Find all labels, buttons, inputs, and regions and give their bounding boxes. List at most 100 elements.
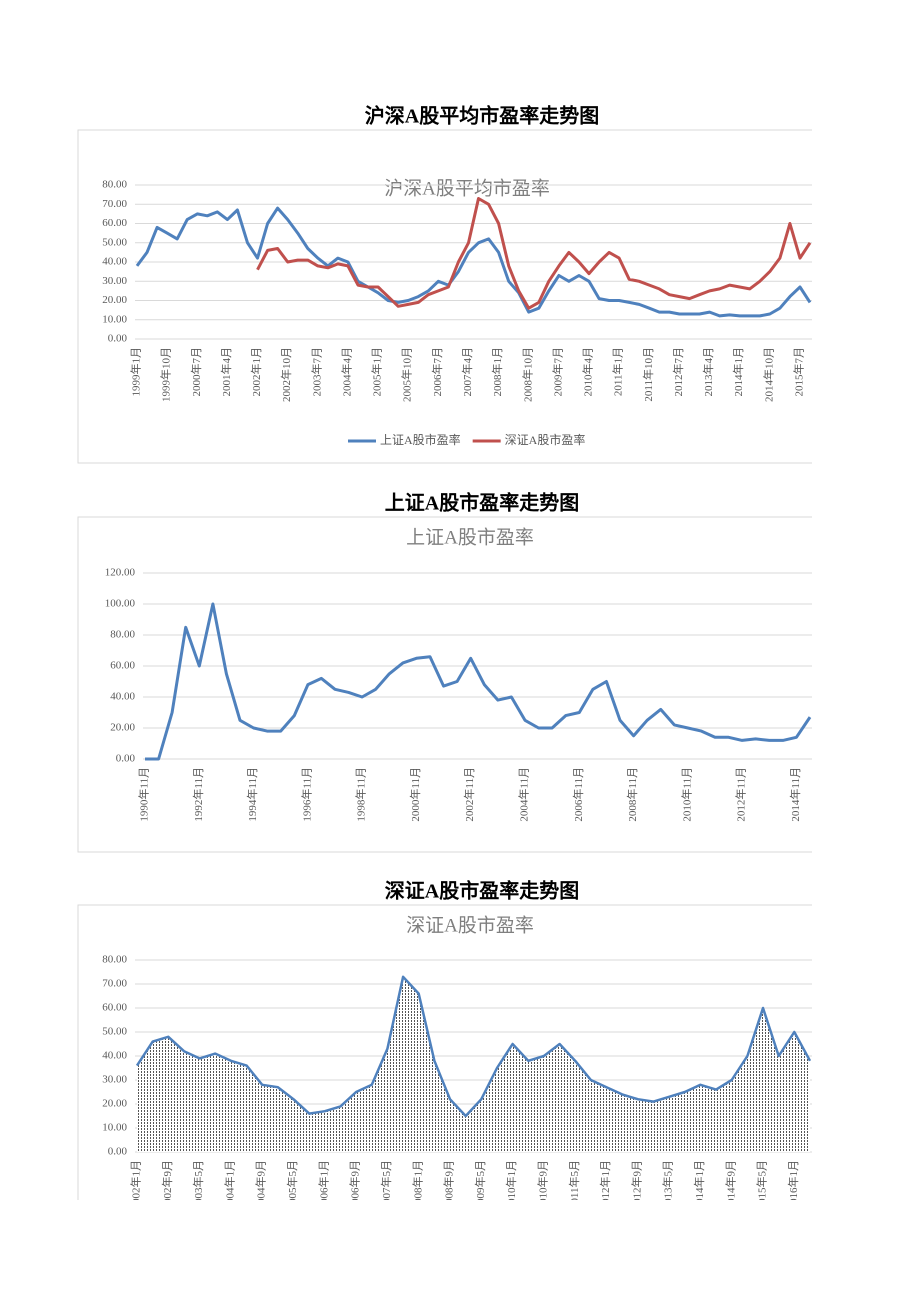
y-tick-label: 40.00 <box>102 1050 127 1062</box>
x-tick-label: 2015年7月 <box>791 347 805 397</box>
x-tick-label: 2008年11月 <box>625 767 639 822</box>
x-tick-label: 2013年4月 <box>701 347 715 397</box>
x-tick-label: 2005年1月 <box>370 347 384 397</box>
x-tick-label: 1994年11月 <box>245 767 259 822</box>
x-tick-label: 2009年5月 <box>473 1160 487 1210</box>
x-tick-label: 2003年7月 <box>309 347 323 397</box>
x-tick-label: 2002年9月 <box>160 1160 174 1210</box>
chart: 上证A股市盈率 0.00 20.00 40.00 60.00 80.00 100.00 120… <box>77 516 812 853</box>
x-tick-label: 2005年10月 <box>400 347 414 402</box>
x-tick-label: 2014年11月 <box>788 767 802 822</box>
y-tick-label: 60.00 <box>110 660 135 672</box>
x-tick-label: 2004年1月 <box>222 1160 236 1210</box>
y-tick-label: 80.00 <box>102 954 127 966</box>
y-tick-label: 80.00 <box>110 629 135 641</box>
x-tick-label: 2000年7月 <box>189 347 203 397</box>
x-tick-label: 2012年9月 <box>629 1160 643 1210</box>
x-tick-label: 2002年11月 <box>462 767 476 822</box>
y-tick-label: 30.00 <box>102 275 127 287</box>
x-tick-label: 2010年1月 <box>504 1160 518 1210</box>
x-tick-label: 2012年11月 <box>734 767 748 822</box>
y-tick-label: 70.00 <box>102 198 127 210</box>
y-tick-label: 0.00 <box>116 753 136 765</box>
chart: 深证A股市盈率 0.00 10.00 20.00 30.00 40.00 50.00 60.0… <box>77 904 812 1210</box>
y-tick-label: 0.00 <box>108 333 128 345</box>
x-tick-label: 2009年7月 <box>550 347 564 397</box>
x-tick-label: 2007年4月 <box>460 347 474 397</box>
y-tick-label: 0.00 <box>108 1146 128 1158</box>
x-tick-label: 2005年5月 <box>285 1160 299 1210</box>
x-tick-label: 2002年1月 <box>129 1160 143 1210</box>
y-tick-label: 20.00 <box>102 1098 127 1110</box>
x-tick-label: 2006年7月 <box>430 347 444 397</box>
x-tick-label: 2011年5月 <box>567 1160 581 1209</box>
x-tick-label: 2014年1月 <box>692 1160 706 1210</box>
x-tick-label: 2016年1月 <box>786 1160 800 1210</box>
x-tick-label: 2010年9月 <box>535 1160 549 1210</box>
x-tick-label: 2001年4月 <box>219 347 233 397</box>
y-tick-label: 10.00 <box>102 313 127 325</box>
chart-border <box>77 904 812 1200</box>
chart: 沪深A股平均市盈率 0.00 10.00 20.00 30.00 40.00 50.00 60… <box>77 129 812 464</box>
y-tick-label: 30.00 <box>102 1074 127 1086</box>
y-tick-label: 60.00 <box>102 1002 127 1014</box>
y-tick-label: 70.00 <box>102 978 127 990</box>
x-tick-label: 2004年11月 <box>517 767 531 822</box>
chart-title: 深证A股市盈率 <box>406 914 534 936</box>
chart-border <box>77 516 812 853</box>
chart-border <box>77 129 812 464</box>
x-tick-label: 2011年10月 <box>641 347 655 402</box>
x-tick-label: 2002年1月 <box>249 347 263 397</box>
legend-label: 深证A股市盈率 <box>505 432 586 447</box>
y-tick-label: 40.00 <box>102 256 127 268</box>
line <box>145 602 812 761</box>
x-tick-label: 1998年11月 <box>354 767 368 822</box>
x-tick-label: 2012年7月 <box>671 347 685 397</box>
x-tick-label: 2014年1月 <box>731 347 745 397</box>
y-tick-label: 20.00 <box>102 294 127 306</box>
x-tick-label: 2000年11月 <box>408 767 422 822</box>
chart-title: 上证A股市盈率 <box>406 526 534 548</box>
x-tick-label: 2008年9月 <box>442 1160 456 1210</box>
x-tick-label: 2004年9月 <box>254 1160 268 1210</box>
y-tick-label: 60.00 <box>102 217 127 229</box>
chart-title: 沪深A股平均市盈率 <box>384 177 550 199</box>
x-tick-label: 1990年11月 <box>137 767 151 822</box>
x-tick-label: 2010年4月 <box>581 347 595 397</box>
x-tick-label: 2008年10月 <box>520 347 534 402</box>
heading: 沪深A股平均市盈率走势图 <box>365 104 599 128</box>
y-tick-label: 50.00 <box>102 236 127 248</box>
y-tick-label: 100.00 <box>105 598 136 610</box>
legend-label: 上证A股市盈率 <box>380 432 461 447</box>
x-tick-label: 2006年11月 <box>571 767 585 822</box>
y-tick-label: 40.00 <box>110 691 135 703</box>
x-tick-label: 2008年1月 <box>490 347 504 397</box>
x-tick-label: 2008年1月 <box>410 1160 424 1210</box>
x-tick-label: 2013年5月 <box>661 1160 675 1210</box>
x-tick-label: 1996年11月 <box>299 767 313 822</box>
y-tick-label: 80.00 <box>102 179 127 191</box>
x-tick-label: 2004年4月 <box>339 347 353 397</box>
y-tick-label: 50.00 <box>102 1026 127 1038</box>
y-tick-label: 120.00 <box>105 567 136 579</box>
heading: 深证A股市盈率走势图 <box>385 879 579 903</box>
x-tick-label: 2006年9月 <box>348 1160 362 1210</box>
x-tick-label: 2006年1月 <box>316 1160 330 1210</box>
x-tick-label: 2011年1月 <box>611 347 625 396</box>
y-tick-label: 10.00 <box>102 1122 127 1134</box>
x-tick-label: 1992年11月 <box>191 767 205 822</box>
line <box>256 197 812 310</box>
x-tick-label: 2014年9月 <box>723 1160 737 1210</box>
y-tick-label: 20.00 <box>110 722 135 734</box>
x-tick-label: 2003年5月 <box>191 1160 205 1210</box>
x-tick-label: 2007年5月 <box>379 1160 393 1210</box>
line <box>135 206 812 318</box>
x-tick-label: 2012年1月 <box>598 1160 612 1210</box>
x-tick-label: 2015年5月 <box>755 1160 769 1210</box>
x-tick-label: 2010年11月 <box>679 767 693 822</box>
x-tick-label: 2014年10月 <box>761 347 775 402</box>
x-tick-label: 2002年10月 <box>279 347 293 402</box>
line <box>135 975 812 1118</box>
